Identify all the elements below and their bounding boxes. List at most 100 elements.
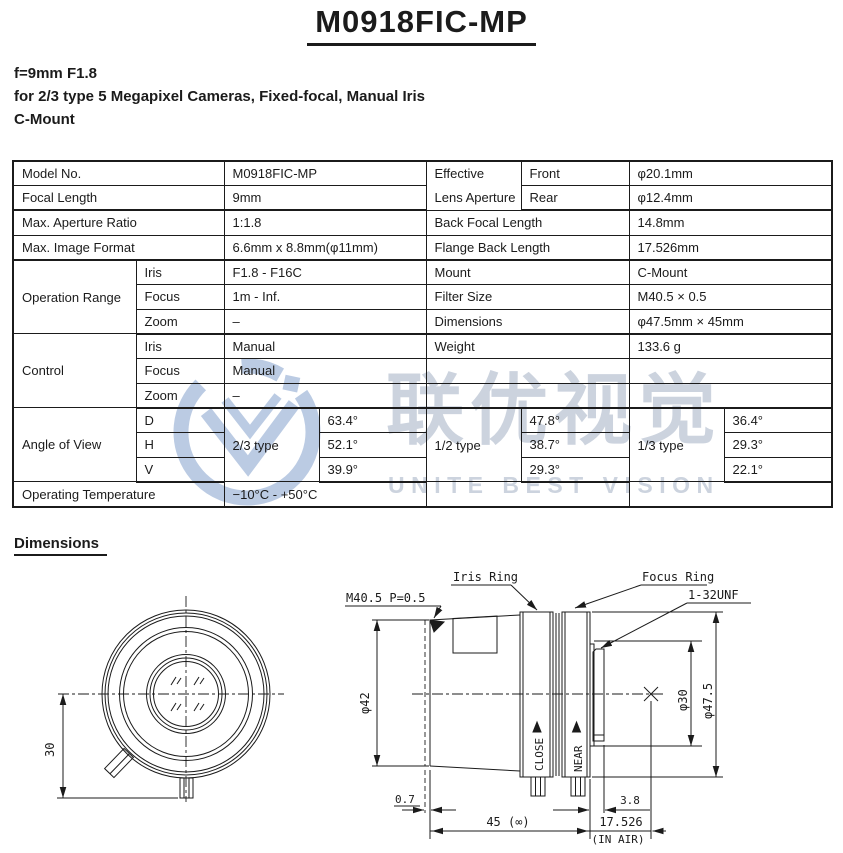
cell-aov-13-d: 36.4°	[723, 407, 833, 434]
cell-empty	[425, 358, 630, 384]
glass-hatch-marks	[170, 676, 205, 712]
cell-dimensions-label: Dimensions	[425, 308, 630, 335]
cell-operation-iris-value: F1.8 - F16C	[223, 259, 427, 285]
cell-empty	[628, 358, 833, 384]
cell-focal-length-label: Focal Length	[12, 185, 225, 212]
cell-control-iris-value: Manual	[223, 333, 427, 359]
cell-type-12-label: 1/2 type	[425, 407, 522, 483]
cell-empty	[425, 382, 630, 409]
row-model-no: Model No. M0918FIC-MP Effective Lens Ape…	[12, 160, 833, 211]
cell-back-focal-length-value: 14.8mm	[628, 209, 833, 236]
cell-effective-lens-aperture-label: Effective Lens Aperture	[425, 160, 522, 211]
cell-operating-temperature-value: −10°C - +50°C	[223, 481, 427, 508]
svg-text:Iris Ring: Iris Ring	[453, 570, 518, 584]
label-thread-front: M40.5 P=0.5	[345, 591, 443, 619]
row-focal-length: Focal Length 9mm Rear φ12.4mm	[12, 185, 833, 212]
label-rear-thread: 1-32UNF	[600, 588, 751, 649]
cell-operation-focus-label: Focus	[135, 283, 225, 310]
cell-max-aperture-ratio-value: 1:1.8	[223, 209, 427, 236]
focus-ring: NEAR	[561, 611, 591, 778]
row-control-iris: Control Iris Manual Weight 133.6 g	[12, 333, 833, 409]
near-arrow-icon	[571, 720, 582, 733]
cell-back-focal-length-label: Back Focal Length	[425, 209, 630, 236]
row-angle-v: V 39.9° 29.3° 22.1°	[13, 456, 833, 483]
cell-operation-range-label: Operation Range	[12, 259, 137, 335]
dim-phi475-group: φ47.5	[592, 611, 723, 778]
row-operation-iris: Operation Range Iris F1.8 - F16C Mount C…	[12, 259, 833, 335]
dim-phi30: φ30	[676, 689, 690, 711]
subtitle-line-mount: C-Mount	[14, 111, 75, 129]
dim-in-air: (IN AIR)	[592, 833, 645, 846]
cell-empty	[425, 481, 630, 508]
cell-rear-label: Rear	[520, 185, 630, 212]
cell-flange-back-length-value: 17.526mm	[628, 234, 833, 261]
cell-type-23-label: 2/3 type	[223, 407, 320, 483]
cell-operation-focus-value: 1m - Inf.	[223, 283, 427, 310]
cell-angle-h-label: H	[135, 432, 225, 458]
cell-control-iris-label: Iris	[135, 333, 225, 359]
svg-text:M40.5 P=0.5: M40.5 P=0.5	[346, 591, 425, 605]
dim-38-group: 3.8	[553, 794, 650, 814]
dimensions-heading: Dimensions	[14, 535, 108, 556]
cell-dimensions-value: φ47.5mm × 45mm	[628, 308, 833, 335]
row-max-image-format: Max. Image Format 6.6mm x 8.8mm(φ11mm) F…	[12, 234, 833, 261]
svg-text:Focus Ring: Focus Ring	[642, 570, 714, 584]
near-label: NEAR	[572, 745, 585, 772]
row-operation-focus: Focus 1m - Inf. Filter Size M40.5 × 0.5	[13, 283, 833, 310]
lens-front-view: 30	[43, 596, 284, 802]
cell-operation-zoom-value: –	[223, 308, 427, 335]
cell-operation-zoom-label: Zoom	[135, 308, 225, 335]
c-mount-thread	[589, 643, 605, 747]
dim-45-group: 45 (∞) 17.526 (IN AIR)	[430, 815, 666, 846]
dim-38: 3.8	[620, 794, 640, 807]
row-control-zoom: Zoom –	[13, 382, 833, 409]
cell-rear-value: φ12.4mm	[628, 185, 833, 212]
cell-control-zoom-value: –	[223, 382, 427, 409]
row-operating-temperature: Operating Temperature −10°C - +50°C	[12, 481, 833, 508]
image-plane-marker	[643, 686, 659, 702]
cell-flange-back-length-label: Flange Back Length	[425, 234, 630, 261]
dim-17526: 17.526	[599, 815, 642, 829]
dim-45: 45 (∞)	[486, 815, 529, 829]
page-title: M0918FIC-MP	[307, 4, 536, 46]
subtitle-block: f=9mm F1.8 for 2/3 type 5 Megapixel Came…	[14, 62, 425, 132]
cell-aov-23-h: 52.1°	[318, 432, 427, 458]
cell-mount-value: C-Mount	[628, 259, 833, 285]
cell-operating-temperature-label: Operating Temperature	[12, 481, 225, 508]
cell-front-label: Front	[520, 160, 630, 187]
cell-model-no-label: Model No.	[12, 160, 225, 187]
cell-control-focus-label: Focus	[135, 358, 225, 384]
dim-phi42-group: φ42	[358, 619, 429, 767]
cell-aov-12-d: 47.8°	[520, 407, 630, 434]
cell-angle-d-label: D	[135, 407, 225, 434]
dim-phi30-group: φ30	[594, 640, 702, 747]
close-label: CLOSE	[533, 738, 546, 771]
cell-aov-23-v: 39.9°	[318, 456, 427, 483]
svg-text:1-32UNF: 1-32UNF	[688, 588, 739, 602]
cell-mount-label: Mount	[425, 259, 630, 285]
cell-angle-of-view-label: Angle of View	[12, 407, 137, 483]
lock-knobs	[530, 776, 586, 797]
cell-operation-iris-label: Iris	[135, 259, 225, 285]
cell-type-13-label: 1/3 type	[628, 407, 725, 483]
label-iris-ring: Iris Ring	[451, 570, 538, 611]
cell-control-zoom-label: Zoom	[135, 382, 225, 409]
row-control-focus: Focus Manual	[13, 358, 833, 384]
cell-empty	[628, 382, 833, 409]
dim-front-height: 30	[43, 743, 57, 757]
cell-aov-12-h: 38.7°	[520, 432, 630, 458]
page-title-wrap: M0918FIC-MP	[0, 4, 843, 46]
cell-weight-label: Weight	[425, 333, 630, 359]
spec-table: Model No. M0918FIC-MP Effective Lens Ape…	[12, 160, 834, 508]
front-bottom-knob	[179, 777, 194, 799]
dim-phi42: φ42	[358, 692, 372, 714]
cell-max-image-format-label: Max. Image Format	[12, 234, 225, 261]
dimensions-drawing: 30 CLOSE	[43, 570, 751, 846]
cell-max-aperture-ratio-label: Max. Aperture Ratio	[12, 209, 225, 236]
label-focus-ring: Focus Ring	[574, 570, 714, 609]
cell-empty	[628, 481, 833, 508]
cell-front-value: φ20.1mm	[628, 160, 833, 187]
cell-focal-length-value: 9mm	[223, 185, 427, 212]
close-arrow-icon	[532, 720, 542, 733]
